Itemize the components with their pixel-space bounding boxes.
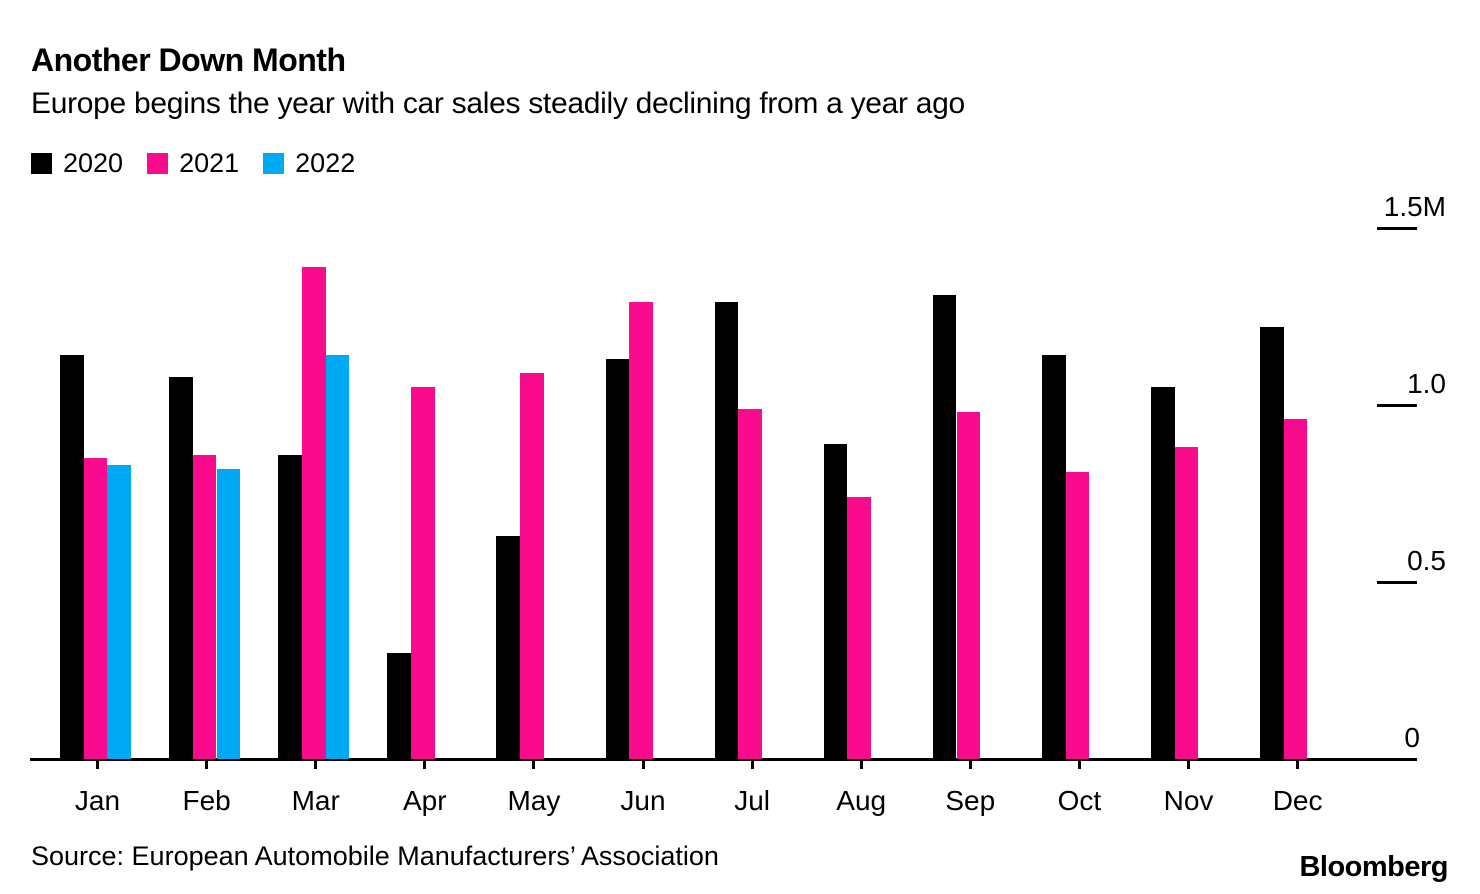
y-label-0: 0 xyxy=(1404,722,1420,753)
bar-2022-jan xyxy=(107,465,132,759)
x-label-feb: Feb xyxy=(182,785,231,816)
x-label-apr: Apr xyxy=(403,785,447,816)
bar-2020-nov xyxy=(1151,387,1175,759)
legend-label: 2022 xyxy=(295,148,356,178)
x-tick-apr xyxy=(423,760,427,769)
legend: 2020 2021 2022 xyxy=(31,150,355,177)
legend-swatch-2020 xyxy=(31,153,52,174)
bar-2020-sep xyxy=(932,295,957,759)
x-label-jun: Jun xyxy=(620,785,666,816)
y-tick-1.0 xyxy=(1377,403,1417,407)
x-tick-sep xyxy=(968,760,972,769)
x-tick-may xyxy=(532,760,536,769)
bar-2021-mar xyxy=(301,266,326,759)
chart-subtitle: Europe begins the year with car sales st… xyxy=(31,87,965,120)
x-tick-oct xyxy=(1077,760,1081,769)
y-label-0.5: 0.5 xyxy=(1407,545,1446,576)
bar-2021-aug xyxy=(847,497,872,759)
bar-2020-feb xyxy=(169,376,193,759)
bar-2020-jul xyxy=(714,302,739,759)
x-label-jul: Jul xyxy=(734,785,770,816)
bar-2020-oct xyxy=(1041,355,1066,759)
x-tick-mar xyxy=(314,760,318,769)
x-label-jan: Jan xyxy=(74,785,121,816)
x-label-nov: Nov xyxy=(1163,785,1214,816)
x-tick-nov xyxy=(1187,760,1190,769)
y-label-1.0: 1.0 xyxy=(1407,368,1446,399)
bar-2021-jul xyxy=(738,408,762,759)
legend-label: 2020 xyxy=(63,148,124,178)
bar-2021-jun xyxy=(629,302,653,759)
bar-2020-dec xyxy=(1260,327,1284,759)
legend-item-2020: 2020 xyxy=(31,150,123,177)
x-tick-jun xyxy=(641,760,645,769)
bar-2020-jan xyxy=(60,355,84,759)
bar-2021-apr xyxy=(411,387,435,759)
y-tick-0.5 xyxy=(1377,580,1417,584)
x-label-dec: Dec xyxy=(1272,785,1323,816)
bar-2022-mar xyxy=(325,355,350,759)
bar-2020-mar xyxy=(278,454,302,759)
x-tick-aug xyxy=(859,760,863,769)
legend-swatch-2021 xyxy=(147,153,169,174)
bar-2021-oct xyxy=(1065,472,1090,759)
x-axis-line xyxy=(30,757,1417,761)
x-label-aug: Aug xyxy=(836,785,887,816)
y-tick-1.5M xyxy=(1377,226,1417,230)
legend-item-2021: 2021 xyxy=(147,150,239,177)
x-tick-jan xyxy=(96,760,99,769)
legend-item-2022: 2022 xyxy=(263,150,355,177)
x-label-sep: Sep xyxy=(945,785,996,816)
x-label-may: May xyxy=(507,785,561,816)
x-tick-dec xyxy=(1296,760,1300,769)
bar-2021-may xyxy=(520,373,544,759)
bar-2021-nov xyxy=(1174,447,1199,759)
x-label-oct: Oct xyxy=(1057,785,1102,816)
bar-2021-jan xyxy=(83,458,108,759)
bar-2020-jun xyxy=(605,358,630,759)
x-tick-jul xyxy=(750,760,754,769)
bar-2022-feb xyxy=(216,468,241,759)
bar-2021-feb xyxy=(192,454,217,759)
bar-2020-may xyxy=(496,535,521,759)
legend-swatch-2022 xyxy=(263,153,285,174)
x-label-mar: Mar xyxy=(291,785,340,816)
source-attribution: Source: European Automobile Manufacturer… xyxy=(31,841,719,871)
y-label-1.5M: 1.5M xyxy=(1383,191,1446,222)
legend-label: 2021 xyxy=(179,148,240,178)
bar-2020-aug xyxy=(823,443,848,759)
bar-2021-sep xyxy=(956,412,981,759)
bloomberg-logo: Bloomberg xyxy=(1299,851,1448,883)
bar-2021-dec xyxy=(1283,419,1308,759)
chart-title: Another Down Month xyxy=(31,42,346,78)
bar-2020-apr xyxy=(387,652,411,759)
x-tick-feb xyxy=(205,760,209,769)
